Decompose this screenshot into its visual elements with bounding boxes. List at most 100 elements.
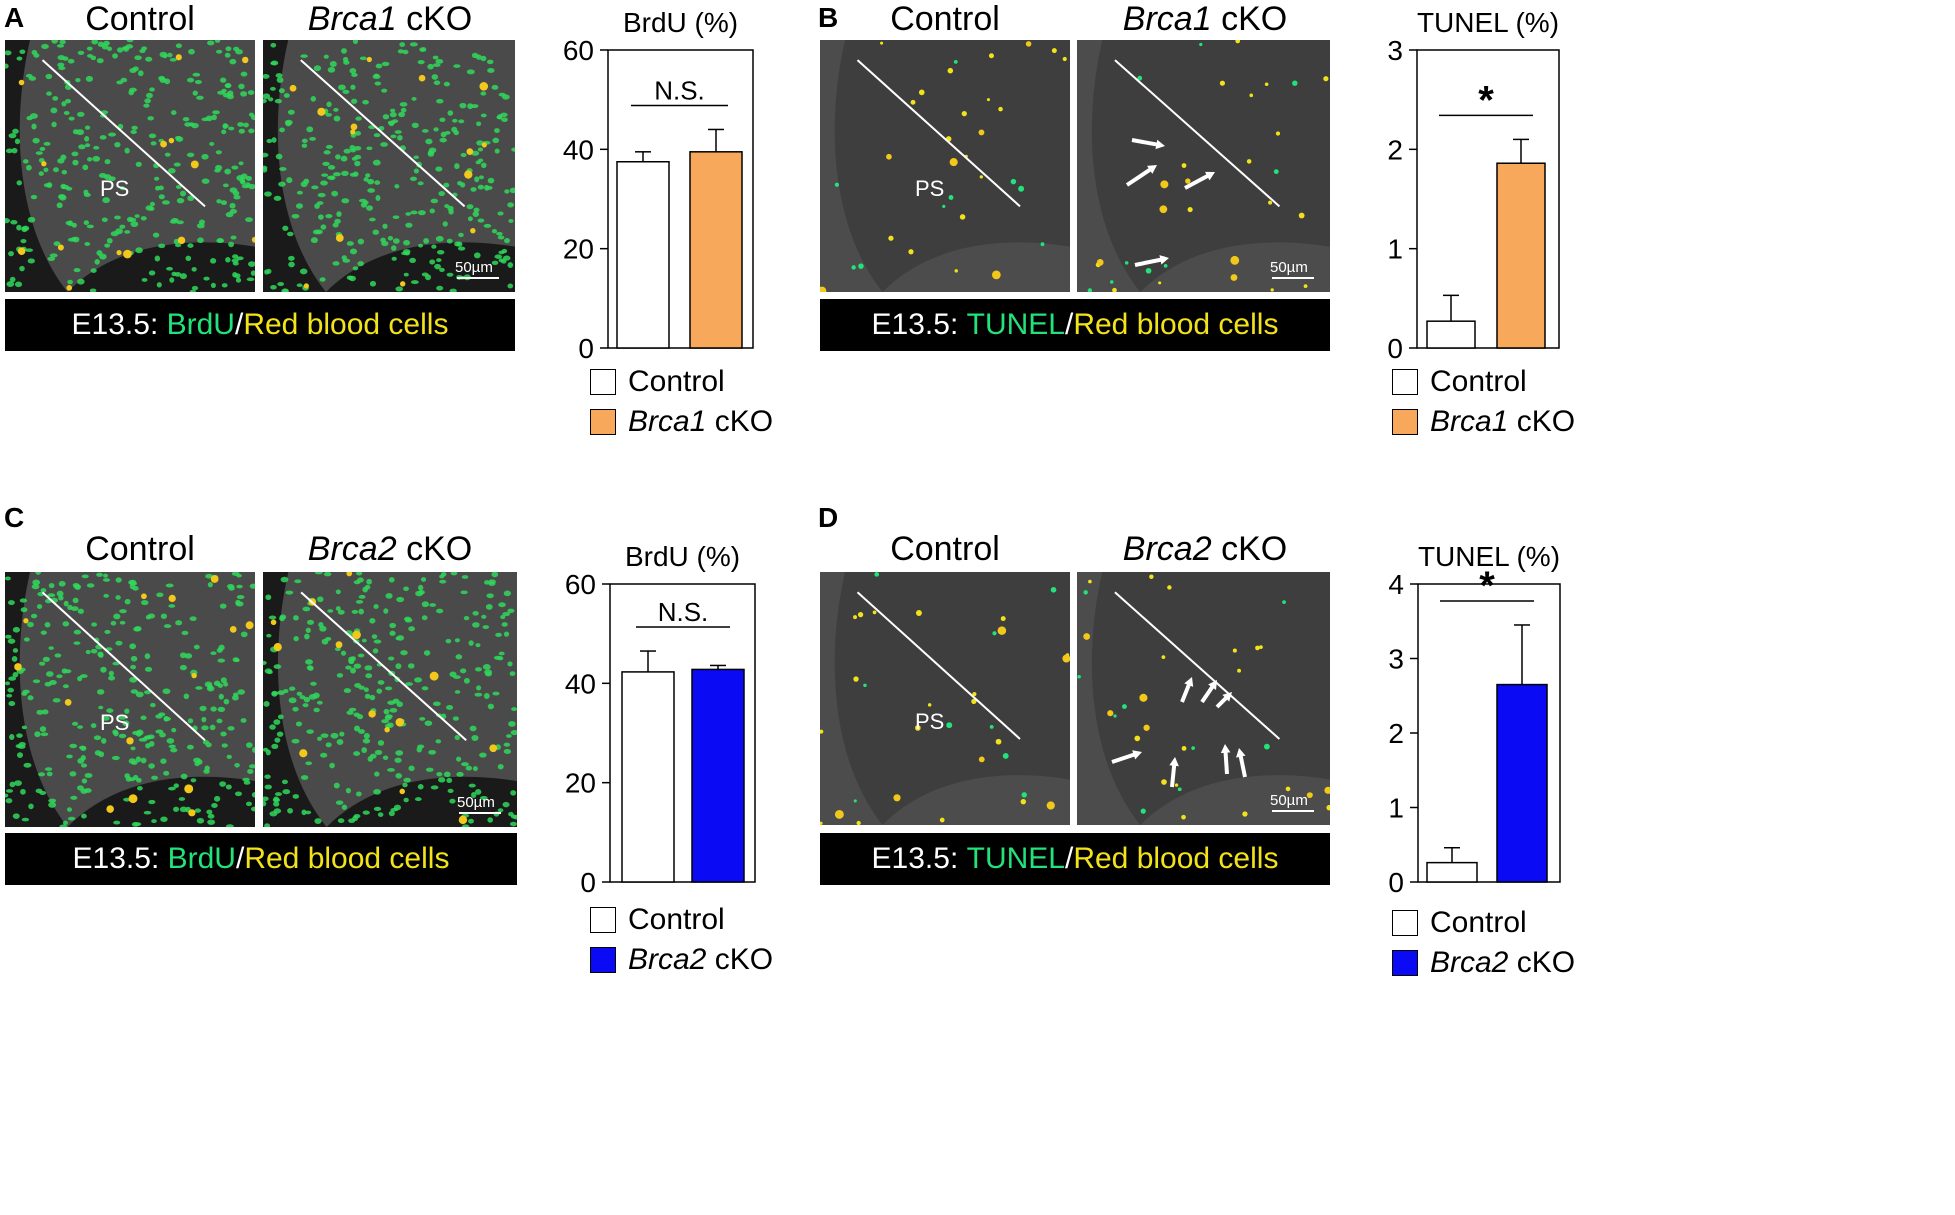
arrow-icon xyxy=(1220,744,1231,775)
title-control-b: Control xyxy=(890,0,1000,38)
panel-letter-c: C xyxy=(4,502,25,533)
legend-item-ko: Brca1 cKO xyxy=(1392,402,1575,442)
scale-bar-label: 50µm xyxy=(1270,259,1308,276)
y-tick-label: 0 xyxy=(580,867,596,898)
legend-b: Control Brca1 cKO xyxy=(1392,362,1575,442)
bar xyxy=(1496,162,1546,349)
micrograph-a-control: PS xyxy=(5,40,255,292)
caption-prefix: E13.5: xyxy=(871,842,967,875)
title-ko-d: Brca2 cKO xyxy=(1080,530,1330,569)
legend-suffix: cKO xyxy=(706,943,774,976)
legend-swatch-ko xyxy=(1392,950,1418,976)
legend-label: Control xyxy=(628,365,725,398)
legend-item-ko: Brca1 cKO xyxy=(590,402,773,442)
title-control-c: Control xyxy=(85,530,195,568)
legend-swatch-control xyxy=(1392,369,1418,395)
caption-a: E13.5: BrdU / Red blood cells xyxy=(5,299,515,351)
micrograph-c-control: PS xyxy=(5,572,255,827)
gene-name: Brca1 xyxy=(1122,0,1212,38)
legend-label: Control xyxy=(628,903,725,936)
micrograph-d-control: PS xyxy=(820,572,1070,825)
caption-c: E13.5: BrdU / Red blood cells xyxy=(5,833,517,885)
plot-frame xyxy=(1416,49,1560,349)
caption-prefix: E13.5: xyxy=(72,842,168,875)
legend-d: Control Brca2 cKO xyxy=(1392,903,1575,983)
bar xyxy=(691,668,745,883)
title-control-d: Control xyxy=(890,530,1000,568)
caption-sep: / xyxy=(1064,842,1074,875)
legend-c: Control Brca2 cKO xyxy=(590,900,773,980)
significance-label: N.S. xyxy=(654,75,705,105)
ps-label: PS xyxy=(100,710,129,735)
arrow-icon xyxy=(1200,680,1217,704)
y-tick-label: 3 xyxy=(1388,644,1404,675)
legend-swatch-control xyxy=(590,369,616,395)
ko-suffix: cKO xyxy=(1211,530,1288,568)
plot-frame xyxy=(607,49,754,349)
scale-bar-label: 50µm xyxy=(457,794,495,811)
ko-suffix: cKO xyxy=(1211,0,1288,38)
bar-chart-d: TUNEL (%) 0 1 2 3 4 * xyxy=(1388,541,1561,898)
legend-suffix: cKO xyxy=(1508,405,1576,438)
title-ko-c: Brca2 cKO xyxy=(265,530,515,569)
bar xyxy=(616,161,670,349)
y-tick-label: 20 xyxy=(563,234,594,265)
legend-gene: Brca2 xyxy=(1430,946,1509,979)
y-tick-label: 2 xyxy=(1387,134,1403,165)
ko-suffix: cKO xyxy=(396,530,473,568)
micrograph-d-ko: 50µm xyxy=(1077,572,1330,825)
micrograph-image: PS xyxy=(5,40,255,292)
arrow-icon xyxy=(1184,171,1215,190)
caption-marker: TUNEL xyxy=(966,842,1065,875)
legend-swatch-control xyxy=(590,907,616,933)
caption-marker: TUNEL xyxy=(966,308,1065,341)
legend-gene: Brca1 xyxy=(1430,405,1509,438)
title-ko-a: Brca1 cKO xyxy=(265,0,515,39)
ps-label: PS xyxy=(100,176,129,201)
chart-title: TUNEL (%) xyxy=(1417,7,1559,38)
bar xyxy=(689,151,743,349)
micrograph-image: PS xyxy=(820,40,1070,292)
legend-item-ko: Brca2 cKO xyxy=(590,940,773,980)
caption-b: E13.5: TUNEL / Red blood cells xyxy=(820,299,1330,351)
legend-swatch-ko xyxy=(590,947,616,973)
chart-title: BrdU (%) xyxy=(625,541,740,572)
legend-label: Control xyxy=(1430,365,1527,398)
micrograph-a-ko: 50µm xyxy=(263,40,515,292)
micrograph-image: PS xyxy=(820,572,1070,825)
y-tick-label: 0 xyxy=(578,333,594,364)
legend-swatch-control xyxy=(1392,910,1418,936)
scale-bar-label: 50µm xyxy=(455,259,493,276)
y-tick-label: 1 xyxy=(1388,793,1404,824)
ps-label: PS xyxy=(915,709,944,734)
y-tick-label: 4 xyxy=(1388,569,1404,600)
caption-marker: BrdU xyxy=(166,308,235,341)
bar xyxy=(1426,861,1478,883)
caption-marker: BrdU xyxy=(167,842,236,875)
panel-letter-a: A xyxy=(4,2,25,33)
caption-sep: / xyxy=(235,842,245,875)
ps-label: PS xyxy=(915,176,944,201)
legend-gene: Brca1 xyxy=(628,405,707,438)
arrow-icon xyxy=(1131,138,1165,150)
y-tick-label: 3 xyxy=(1387,35,1403,66)
bar-chart-a: BrdU (%) 0 20 40 60 N.S. xyxy=(563,7,754,364)
chart-title: BrdU (%) xyxy=(623,7,738,38)
micrograph-image: 50µm xyxy=(1077,572,1330,825)
y-tick-label: 20 xyxy=(565,768,596,799)
arrow-icon xyxy=(1215,692,1232,709)
micrograph-image: 50µm xyxy=(263,40,515,292)
y-tick-label: 40 xyxy=(563,134,594,165)
y-tick-label: 0 xyxy=(1388,867,1404,898)
micrograph-image: PS xyxy=(5,572,255,827)
micrograph-image: 50µm xyxy=(263,572,517,827)
y-tick-label: 1 xyxy=(1387,234,1403,265)
arrow-icon xyxy=(1111,750,1142,764)
legend-swatch-ko xyxy=(1392,409,1418,435)
chart-title: TUNEL (%) xyxy=(1418,541,1560,572)
gene-name: Brca2 xyxy=(307,530,397,568)
caption-sep: / xyxy=(1064,308,1074,341)
caption-rbc: Red blood cells xyxy=(244,842,450,875)
legend-item-control: Control xyxy=(590,362,773,402)
ko-suffix: cKO xyxy=(396,0,473,38)
